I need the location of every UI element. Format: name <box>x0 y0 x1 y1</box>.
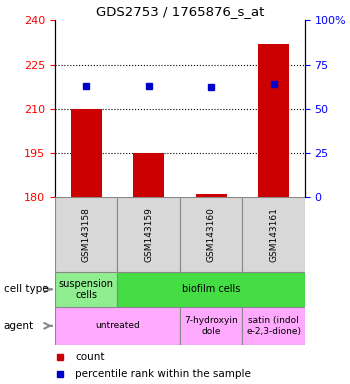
Text: GSM143161: GSM143161 <box>269 207 278 262</box>
Bar <box>258 44 289 197</box>
Bar <box>55 197 118 272</box>
Text: GSM143159: GSM143159 <box>144 207 153 262</box>
Bar <box>180 307 243 345</box>
Bar <box>196 194 227 197</box>
Text: percentile rank within the sample: percentile rank within the sample <box>75 369 251 379</box>
Bar <box>133 153 164 197</box>
Text: satin (indol
e-2,3-dione): satin (indol e-2,3-dione) <box>246 316 301 336</box>
Text: suspension
cells: suspension cells <box>59 278 114 300</box>
Bar <box>55 272 118 307</box>
Bar <box>180 197 243 272</box>
Text: count: count <box>75 352 104 362</box>
Bar <box>242 197 305 272</box>
Bar <box>71 109 102 197</box>
Bar <box>118 272 305 307</box>
Bar <box>242 307 305 345</box>
Text: untreated: untreated <box>95 321 140 330</box>
Bar <box>55 307 180 345</box>
Text: 7-hydroxyin
dole: 7-hydroxyin dole <box>184 316 238 336</box>
Text: agent: agent <box>4 321 34 331</box>
Text: biofilm cells: biofilm cells <box>182 284 240 295</box>
Title: GDS2753 / 1765876_s_at: GDS2753 / 1765876_s_at <box>96 5 264 18</box>
Text: cell type: cell type <box>4 284 48 295</box>
Bar <box>118 197 180 272</box>
Text: GSM143160: GSM143160 <box>206 207 216 262</box>
Text: GSM143158: GSM143158 <box>82 207 91 262</box>
